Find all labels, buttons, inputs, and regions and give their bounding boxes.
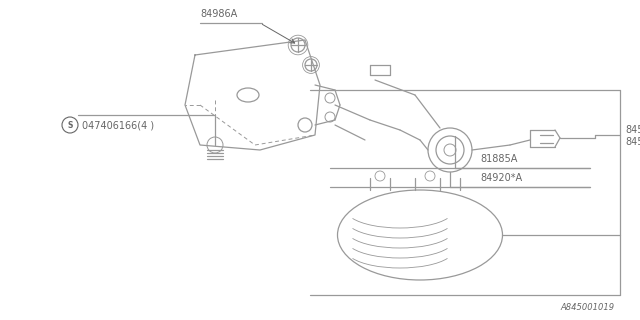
- Text: A845001019: A845001019: [561, 303, 615, 312]
- Text: 84986A: 84986A: [200, 9, 237, 19]
- Text: 047406166(4 ): 047406166(4 ): [82, 120, 154, 130]
- Text: S: S: [67, 121, 73, 130]
- Text: 84501*C: 84501*C: [625, 125, 640, 135]
- Text: 81885A: 81885A: [480, 154, 517, 164]
- Text: 84501A*C: 84501A*C: [625, 137, 640, 147]
- Text: 84920*A: 84920*A: [480, 173, 522, 183]
